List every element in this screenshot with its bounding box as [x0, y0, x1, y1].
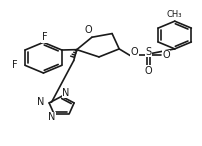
Text: O: O [145, 66, 152, 75]
Text: O: O [130, 47, 138, 57]
Text: S: S [145, 47, 152, 57]
Text: N: N [48, 112, 56, 122]
Text: F: F [42, 32, 47, 42]
Text: F: F [12, 60, 17, 70]
Text: O: O [162, 51, 170, 60]
Text: CH₃: CH₃ [167, 10, 182, 19]
Text: O: O [84, 25, 92, 35]
Text: N: N [62, 88, 70, 98]
Text: N: N [37, 97, 44, 107]
